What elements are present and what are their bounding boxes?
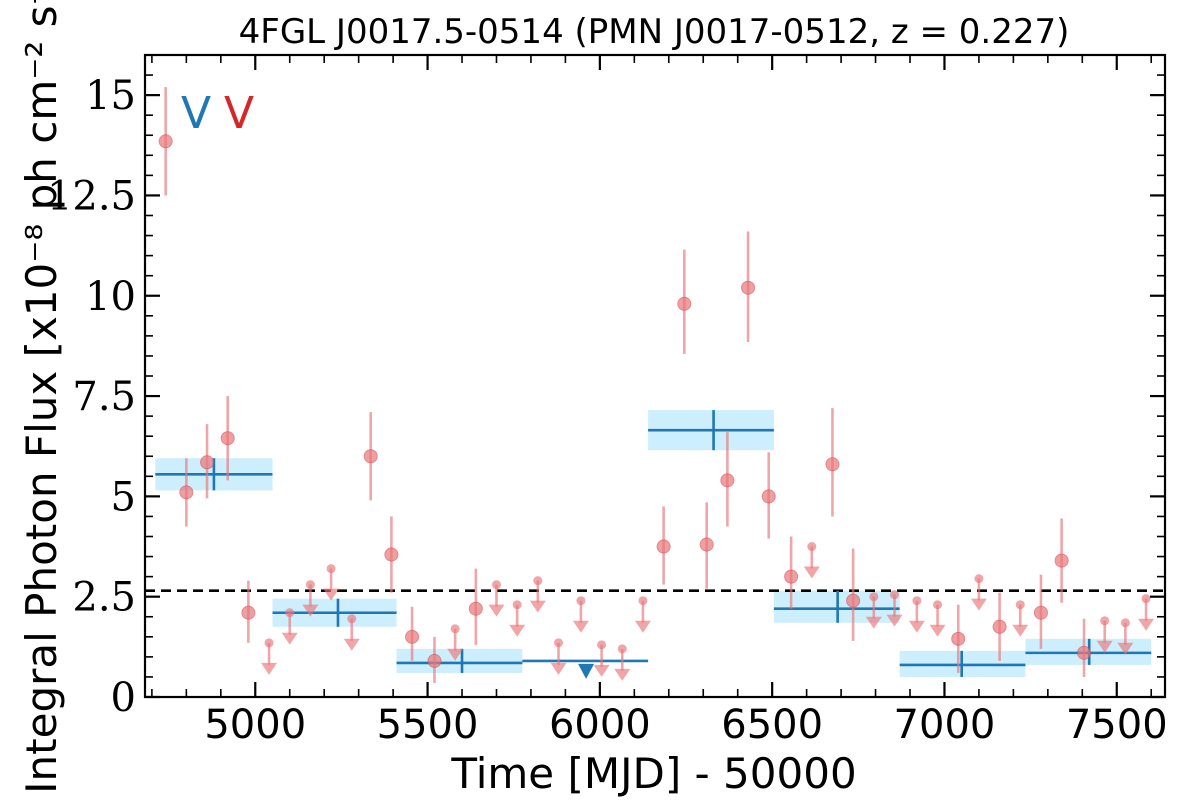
short-bin-point — [1033, 605, 1048, 620]
y-tick-label: 7.5 — [72, 374, 136, 420]
short-bin-limit-arrow — [323, 588, 340, 601]
short-bin-limit-arrow — [302, 604, 319, 617]
short-bin-point — [241, 605, 256, 620]
short-bin-point — [1054, 553, 1069, 568]
short-bin-point — [784, 569, 799, 584]
axes-frame: 5000 5500 6000 6500 7000 7500 0 2.5 5 7.5 10 12.5 15 — [47, 53, 1168, 748]
y-tick-label: 10 — [85, 274, 136, 320]
short-bin-point — [220, 431, 235, 446]
y-tick-label: 2.5 — [72, 575, 136, 621]
short-bin-limit-arrow — [614, 668, 631, 681]
short-bin-point — [158, 134, 173, 149]
x-tick-label: 5500 — [377, 702, 479, 748]
short-bin-point — [992, 619, 1007, 634]
short-bin-point — [677, 296, 692, 311]
plot-data-group — [145, 87, 1165, 683]
variability-flag: V — [224, 88, 254, 139]
short-bin-limit-arrow — [281, 632, 298, 645]
y-axis-label: Integral Photon Flux [x10⁻⁸ ph cm⁻² s⁻¹] — [17, 0, 66, 794]
x-tick-label: 7000 — [894, 702, 996, 748]
short-bin-limit-arrow — [593, 664, 610, 677]
x-tick-label: 7500 — [1066, 702, 1168, 748]
short-bin-limit-arrow — [1117, 642, 1134, 655]
short-bin-limit-arrow — [865, 616, 882, 629]
short-bin-limit-arrow — [634, 620, 651, 633]
short-bin-point — [468, 601, 483, 616]
x-tick-label: 5000 — [204, 702, 306, 748]
x-tick-label: 6000 — [549, 702, 651, 748]
short-bin-limit-arrow — [509, 624, 526, 637]
short-bin-limit-arrow — [886, 614, 903, 627]
x-axis-label: Time [MJD] - 50000 — [450, 749, 856, 798]
short-bin-limit-arrow — [1012, 624, 1029, 637]
short-bin-limit-arrow — [1138, 618, 1155, 631]
short-bin-limit-arrow — [803, 566, 820, 579]
short-bin-limit-arrow — [447, 648, 464, 661]
short-bin-point — [200, 455, 215, 470]
short-bin-point — [363, 449, 378, 464]
variability-flag: V — [181, 88, 211, 139]
short-bin-point — [761, 489, 776, 504]
short-bin-limit-arrow — [488, 604, 505, 617]
short-bin-point — [720, 473, 735, 488]
short-bin-point — [699, 537, 714, 552]
y-tick-label: 12.5 — [47, 173, 136, 219]
short-bin-limit-arrow — [970, 598, 987, 611]
short-bin-point — [405, 629, 420, 644]
short-bin-point — [825, 457, 840, 472]
y-tick-label: 15 — [85, 73, 136, 119]
short-bin-limit-arrow — [908, 620, 925, 633]
short-bin-limit-arrow — [550, 662, 567, 675]
y-tick-label: 5 — [111, 474, 136, 520]
short-bin-limit-arrow — [1096, 640, 1113, 653]
short-bin-limit-arrow — [261, 662, 278, 675]
short-bin-limit-arrow — [529, 600, 546, 613]
short-bin-point — [846, 593, 861, 608]
short-bin-limit-arrow — [343, 638, 360, 651]
short-bin-point — [741, 280, 756, 295]
chart-title: 4FGL J0017.5-0514 (PMN J0017-0512, z = 0… — [239, 12, 1070, 52]
short-bin-point — [179, 485, 194, 500]
short-bin-point — [427, 653, 442, 668]
short-bin-point — [951, 631, 966, 646]
short-bin-limit-arrow — [929, 624, 946, 637]
y-tick-label: 0 — [111, 675, 136, 721]
short-bin-point — [384, 547, 399, 562]
short-bin-point — [1077, 645, 1092, 660]
long-bin-limit-arrow — [578, 663, 595, 679]
short-bin-limit-arrow — [572, 620, 589, 633]
x-tick-label: 6500 — [721, 702, 823, 748]
short-bin-point — [656, 539, 671, 554]
